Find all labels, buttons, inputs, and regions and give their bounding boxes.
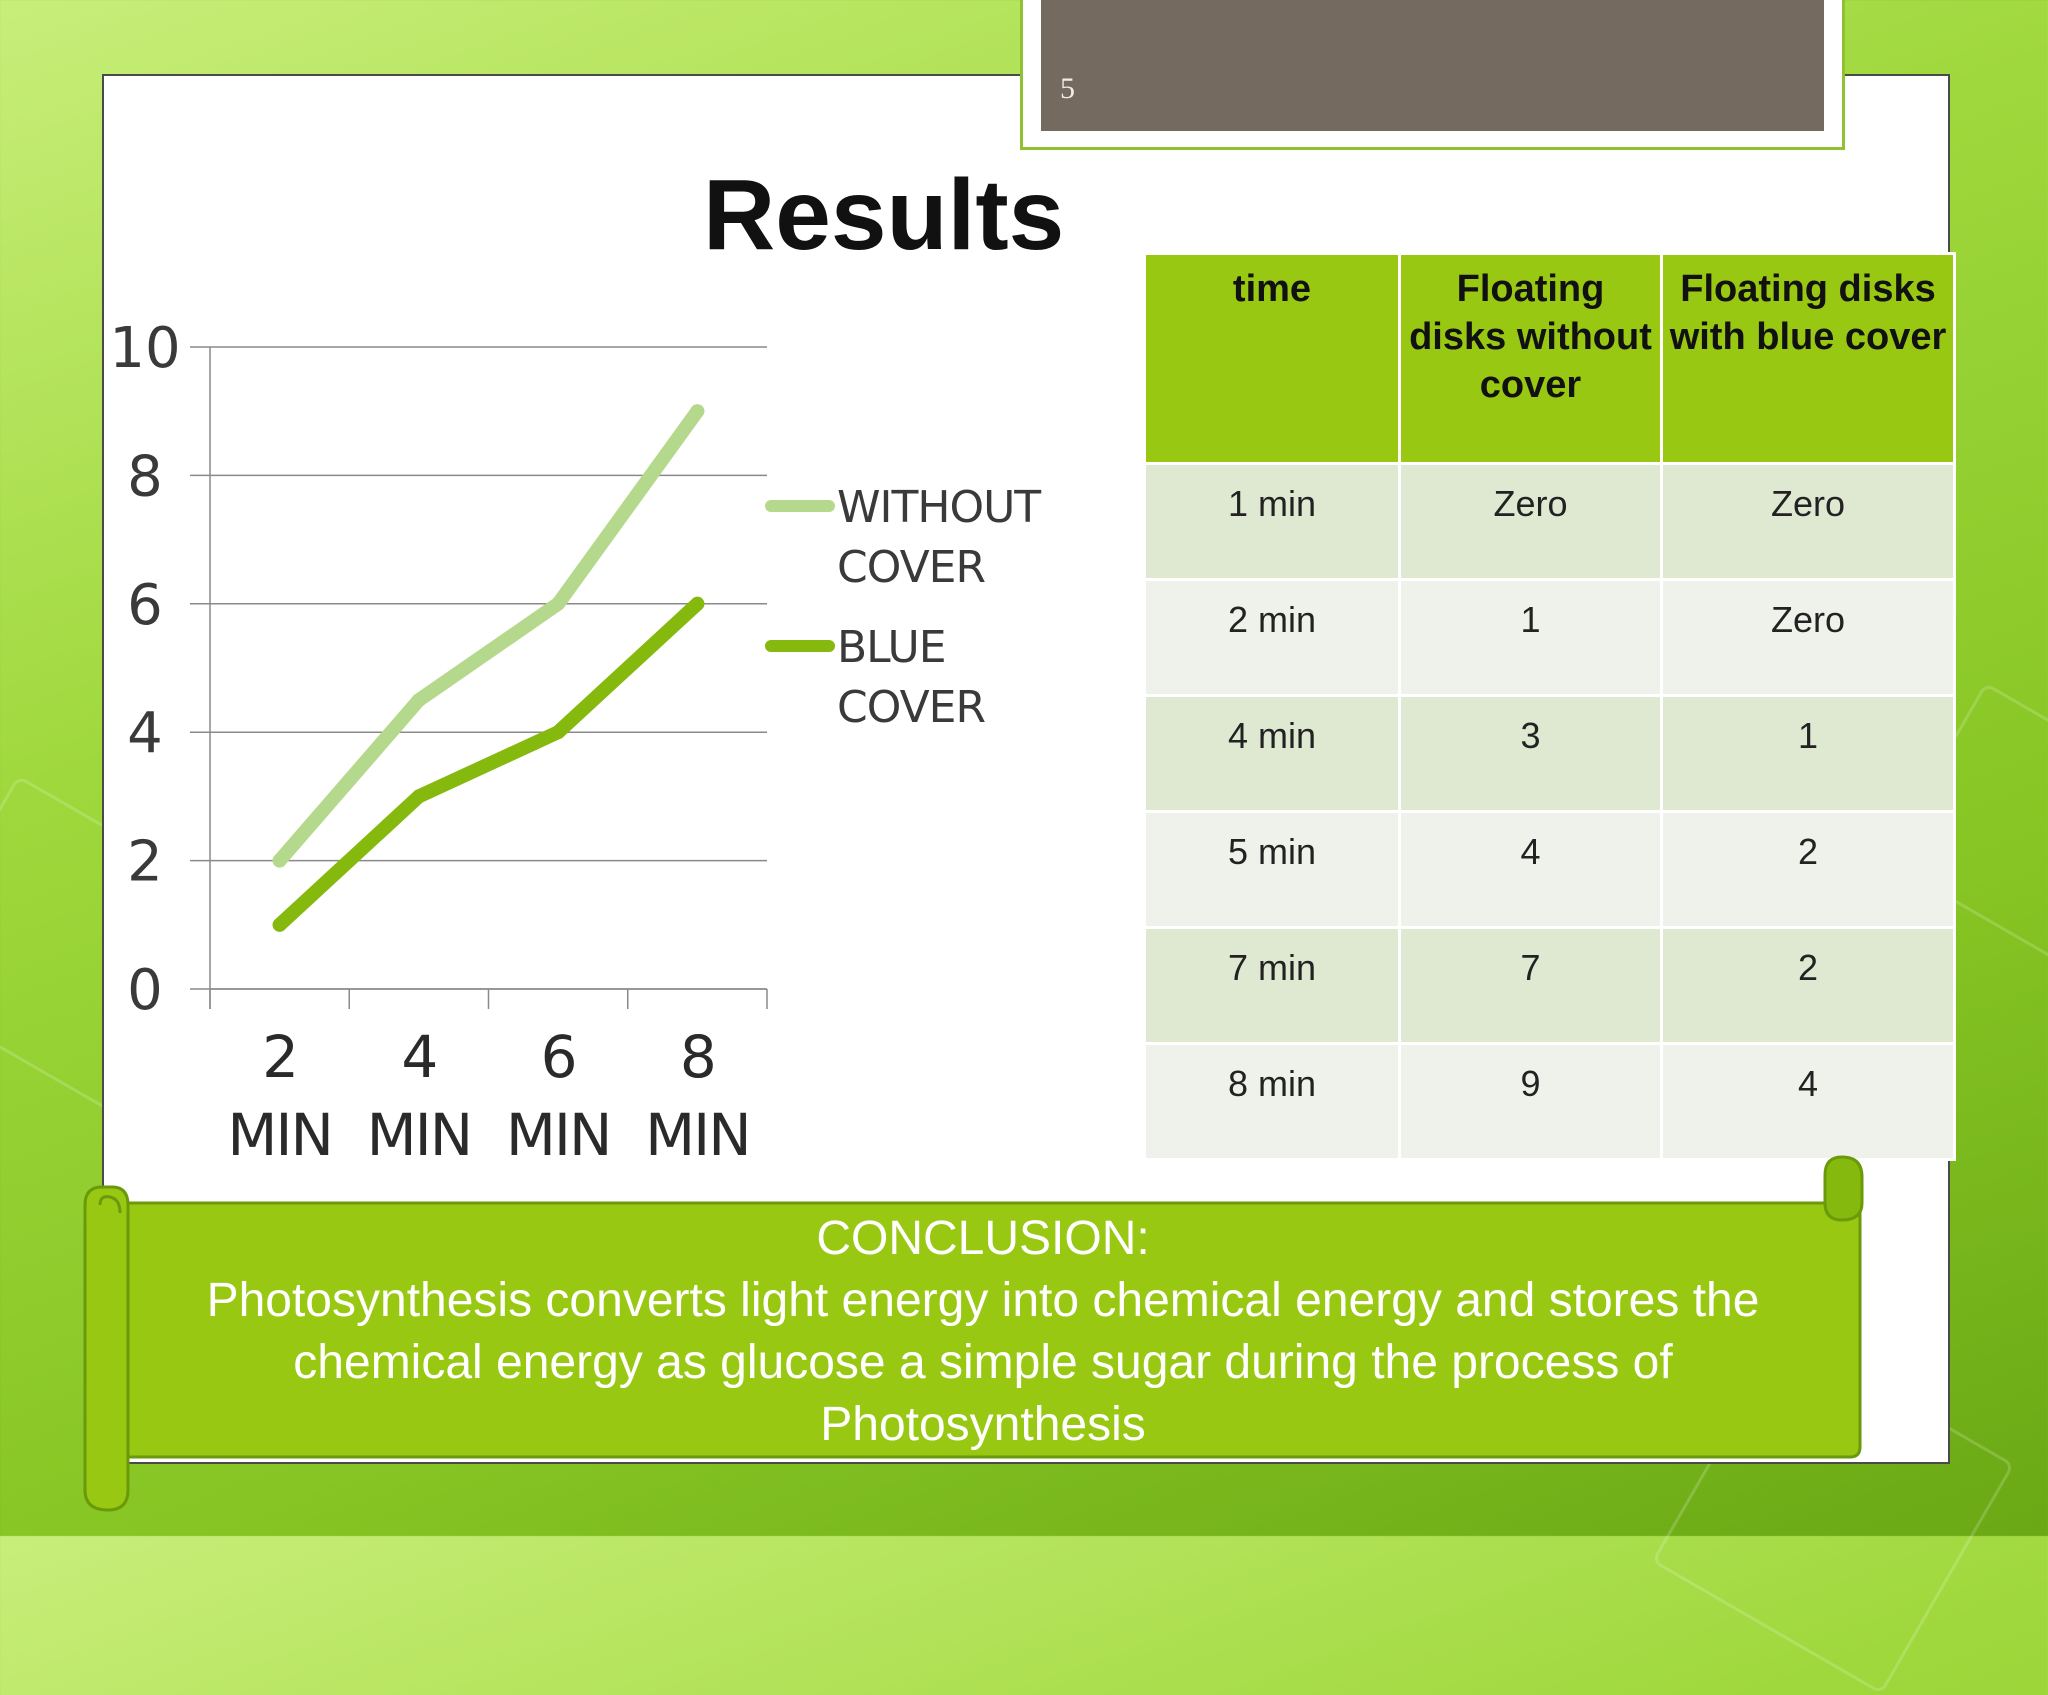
table-cell: 2 [1660,926,1956,1045]
data-point [690,404,705,419]
table-cell: 7 min [1143,926,1401,1045]
legend-swatch [765,500,835,512]
legend-label-line: WITHOUT [837,482,1041,533]
x-tick-label: 6 [541,1023,576,1091]
scroll-curl-left-inner [98,1195,122,1214]
data-point [411,693,426,708]
table-cell: 4 [1398,810,1663,929]
x-tick-label: MIN [367,1101,472,1169]
table-header-cell: Floating disks with blue cover [1660,252,1956,465]
table-row: 7 min 7 2 [1143,926,1956,1045]
table-header-row: time Floating disks without cover Floating… [1143,252,1956,465]
x-tick-label: MIN [645,1101,750,1169]
legend-item: BLUE COVER [765,618,1037,738]
conclusion-heading: CONCLUSION: [816,1212,1150,1265]
y-tick-label: 10 [109,316,180,381]
table-cell: 1 [1398,578,1663,697]
table-cell: Zero [1398,462,1663,581]
legend-label: WITHOUT COVER [837,478,1041,598]
series-line [272,404,705,868]
table-cell: 4 [1660,1042,1956,1161]
table-cell: 2 min [1143,578,1401,697]
table-cell: 8 min [1143,1042,1401,1161]
table-row: 1 min Zero Zero [1143,462,1956,581]
conclusion-scroll [83,1155,1864,1512]
table-cell: 2 [1660,810,1956,929]
x-tick-label: 4 [401,1023,436,1091]
table-cell: 7 [1398,926,1663,1045]
conclusion-text: CONCLUSION: Photosynthesis converts ligh… [128,1208,1838,1456]
legend-label: BLUE COVER [837,618,1037,738]
data-point [272,853,287,868]
conclusion-body: Photosynthesis converts light energy int… [206,1274,1760,1451]
table-body: 1 min Zero Zero 2 min 1 Zero 4 min 3 1 5 min 4 2 7 m… [1143,462,1956,1161]
series-line [272,596,705,932]
table-cell: 5 min [1143,810,1401,929]
table-header-cell: Floating disks without cover [1398,252,1663,465]
table-cell: 3 [1398,694,1663,813]
line-chart: 0 2 4 6 8 10 2 MIN 4 MIN 6 MIN 8 MIN [109,316,768,1169]
y-tick-label: 0 [127,958,163,1023]
table-row: 4 min 3 1 [1143,694,1956,813]
scroll-curl-left [83,1185,130,1512]
legend-swatch [765,640,835,652]
slide-title: Results [703,159,1065,271]
table-cell: Zero [1660,462,1956,581]
table-row: 8 min 9 4 [1143,1042,1956,1161]
table-row: 5 min 4 2 [1143,810,1956,929]
x-tick-label: 8 [680,1023,715,1091]
table-cell: 1 [1660,694,1956,813]
y-tick-label: 2 [127,830,163,895]
x-tick-label: MIN [227,1101,332,1169]
table-cell: Zero [1660,578,1956,697]
data-point [551,596,566,611]
legend-label-line: COVER [837,682,986,733]
scroll-curl-right [1823,1155,1864,1222]
scroll-banner [118,1201,1862,1459]
table-cell: 9 [1398,1042,1663,1161]
legend-item: WITHOUT COVER [765,478,1041,598]
legend-label-line: BLUE [837,622,947,673]
table-row: 2 min 1 Zero [1143,578,1956,697]
slide-number-tab [1020,0,1845,150]
data-point [551,725,566,740]
data-point [272,917,287,932]
x-tick-label: 2 [262,1023,297,1091]
legend-label-line: COVER [837,542,986,593]
table-header-cell: time [1143,252,1401,465]
data-point [690,596,705,611]
y-tick-label: 8 [127,444,163,509]
table-cell: 4 min [1143,694,1401,813]
data-point [411,789,426,804]
x-tick-label: MIN [506,1101,611,1169]
table-cell: 1 min [1143,462,1401,581]
slide-number-tab-fill [1041,0,1824,131]
y-tick-label: 6 [127,573,163,638]
results-table: time Floating disks without cover Floating… [1143,252,1956,1161]
slide-number: 5 [1060,72,1075,105]
y-tick-label: 4 [127,701,163,766]
